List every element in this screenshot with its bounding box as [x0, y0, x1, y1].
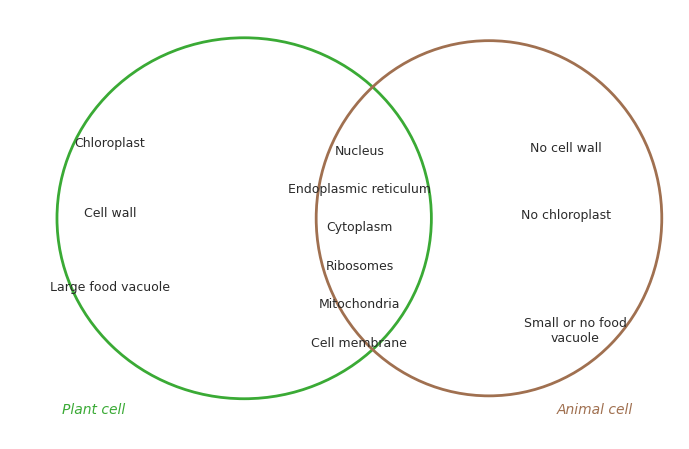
Text: Plant cell: Plant cell: [62, 403, 125, 417]
Text: Small or no food
vacuole: Small or no food vacuole: [524, 317, 627, 344]
Text: Nucleus: Nucleus: [334, 145, 384, 158]
Text: No cell wall: No cell wall: [530, 142, 601, 154]
Text: Mitochondria: Mitochondria: [318, 298, 400, 311]
Text: Cytoplasm: Cytoplasm: [326, 221, 393, 234]
Text: No chloroplast: No chloroplast: [521, 209, 610, 222]
Text: Chloroplast: Chloroplast: [74, 137, 145, 150]
Text: Ribosomes: Ribosomes: [325, 260, 393, 273]
Text: Cell membrane: Cell membrane: [311, 337, 407, 350]
Text: Cell wall: Cell wall: [83, 207, 136, 220]
Text: Endoplasmic reticulum: Endoplasmic reticulum: [288, 183, 431, 196]
Text: Large food vacuole: Large food vacuole: [50, 281, 169, 294]
Text: Animal cell: Animal cell: [557, 403, 633, 417]
